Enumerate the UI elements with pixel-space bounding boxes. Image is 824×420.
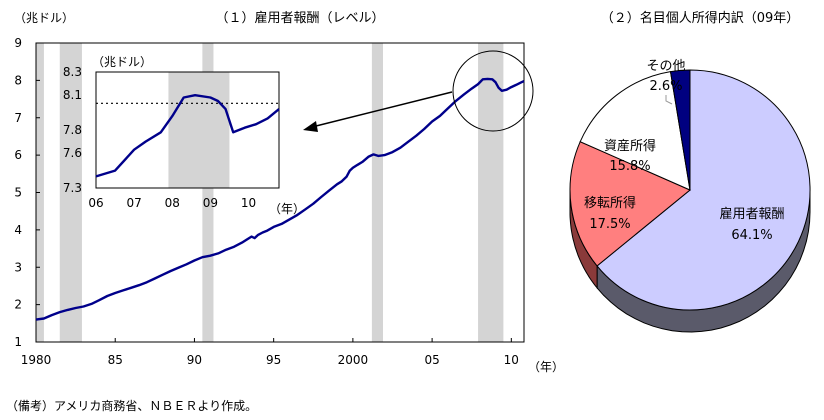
- main-x-tick-label: 05: [424, 353, 439, 367]
- pie-slice-1: [569, 141, 691, 267]
- inset-x-tick-label: 09: [203, 196, 218, 210]
- main-y-tick-label: 4: [14, 223, 22, 237]
- pie-value-label-3: 2.6%: [649, 79, 682, 94]
- main-y-tick-label: 7: [14, 111, 22, 125]
- inset-line-chart: 8.3 8.1 7.8 7.6 7.3 06 07 08 09 10: [63, 65, 282, 210]
- zoom-circle: [452, 50, 534, 132]
- pie-slice-0: [596, 69, 811, 311]
- inset-y-tick-label: 7.8: [63, 123, 82, 137]
- main-x-tick-label: 2000: [338, 353, 369, 367]
- main-recession-band-2: [202, 43, 214, 342]
- source-note: （備考）アメリカ商務省、ＮＢＥＲより作成。: [6, 399, 258, 413]
- inset-y-tick-label: 7.6: [63, 146, 82, 160]
- main-y-tick-label: 5: [14, 186, 22, 200]
- inset-plot-frame: [95, 71, 280, 189]
- pie-chart: 雇用者報酬 64.1% 移転所得 17.5% 資産所得 15.8% その他 2.6%: [569, 59, 811, 333]
- main-series-line-0: [35, 77, 525, 321]
- pie-label-2: 資産所得: [604, 138, 656, 154]
- inset-series-line-0: [95, 94, 280, 178]
- pie-value-label-0: 64.1%: [731, 228, 772, 243]
- main-y-tick-label: 9: [14, 36, 22, 50]
- main-recession-band-1: [59, 43, 82, 342]
- main-x-tick-label: 85: [108, 353, 123, 367]
- inset-x-tick-label: 10: [241, 196, 256, 210]
- main-x-tick-label: 90: [187, 353, 202, 367]
- inset-y-unit: （兆ドル）: [92, 55, 152, 69]
- main-y-tick-label: 2: [14, 298, 22, 312]
- inset-x-unit: （年）: [269, 202, 305, 216]
- main-y-tick-label: 6: [14, 148, 22, 162]
- pie-label-3: その他: [646, 59, 685, 74]
- main-y-tick-label: 3: [14, 260, 22, 274]
- pie-value-label-2: 15.8%: [609, 159, 650, 174]
- pie-label-1: 移転所得: [584, 195, 636, 211]
- inset-x-tick-label: 06: [88, 196, 103, 210]
- main-x-tick-label: 1980: [21, 353, 52, 367]
- main-y-tick-label: 1: [14, 335, 22, 349]
- pie-value-label-1: 17.5%: [589, 217, 630, 232]
- pie-leader-line: [665, 95, 673, 105]
- pie-slice-3: [669, 69, 691, 191]
- inset-y-tick-label: 7.3: [63, 181, 82, 195]
- chart-canvas: （１）雇用者報酬（レベル） （兆ドル） （年） 1 2 3 4 5 6 7 8 9 1980 85 9…: [14, 10, 811, 374]
- pie-slice-2: [579, 71, 691, 191]
- inset-y-tick-label: 8.1: [63, 88, 82, 102]
- main-recession-band-3: [371, 43, 383, 342]
- line-chart-y-unit: （兆ドル）: [14, 11, 74, 25]
- zoom-arrow: [303, 91, 453, 132]
- main-x-tick-label: 95: [266, 353, 281, 367]
- inset-y-tick-label: 8.3: [63, 65, 82, 79]
- main-x-tick-label: 10: [504, 353, 519, 367]
- main-line-chart: 1 2 3 4 5 6 7 8 9 1980 85 90 95 2000 05 10: [14, 36, 525, 367]
- main-recession-band-4: [478, 43, 504, 342]
- main-y-tick-label: 8: [14, 73, 22, 87]
- inset-x-tick-label: 07: [126, 196, 141, 210]
- inset-x-tick-label: 08: [165, 196, 180, 210]
- line-chart-title: （１）雇用者報酬（レベル）: [215, 10, 384, 26]
- inset-recession-band-0: [168, 72, 230, 188]
- pie-label-0: 雇用者報酬: [719, 206, 784, 222]
- line-chart-x-unit: （年）: [528, 360, 564, 374]
- pie-chart-title: （２）名目個人所得内訳（09年）: [601, 10, 800, 26]
